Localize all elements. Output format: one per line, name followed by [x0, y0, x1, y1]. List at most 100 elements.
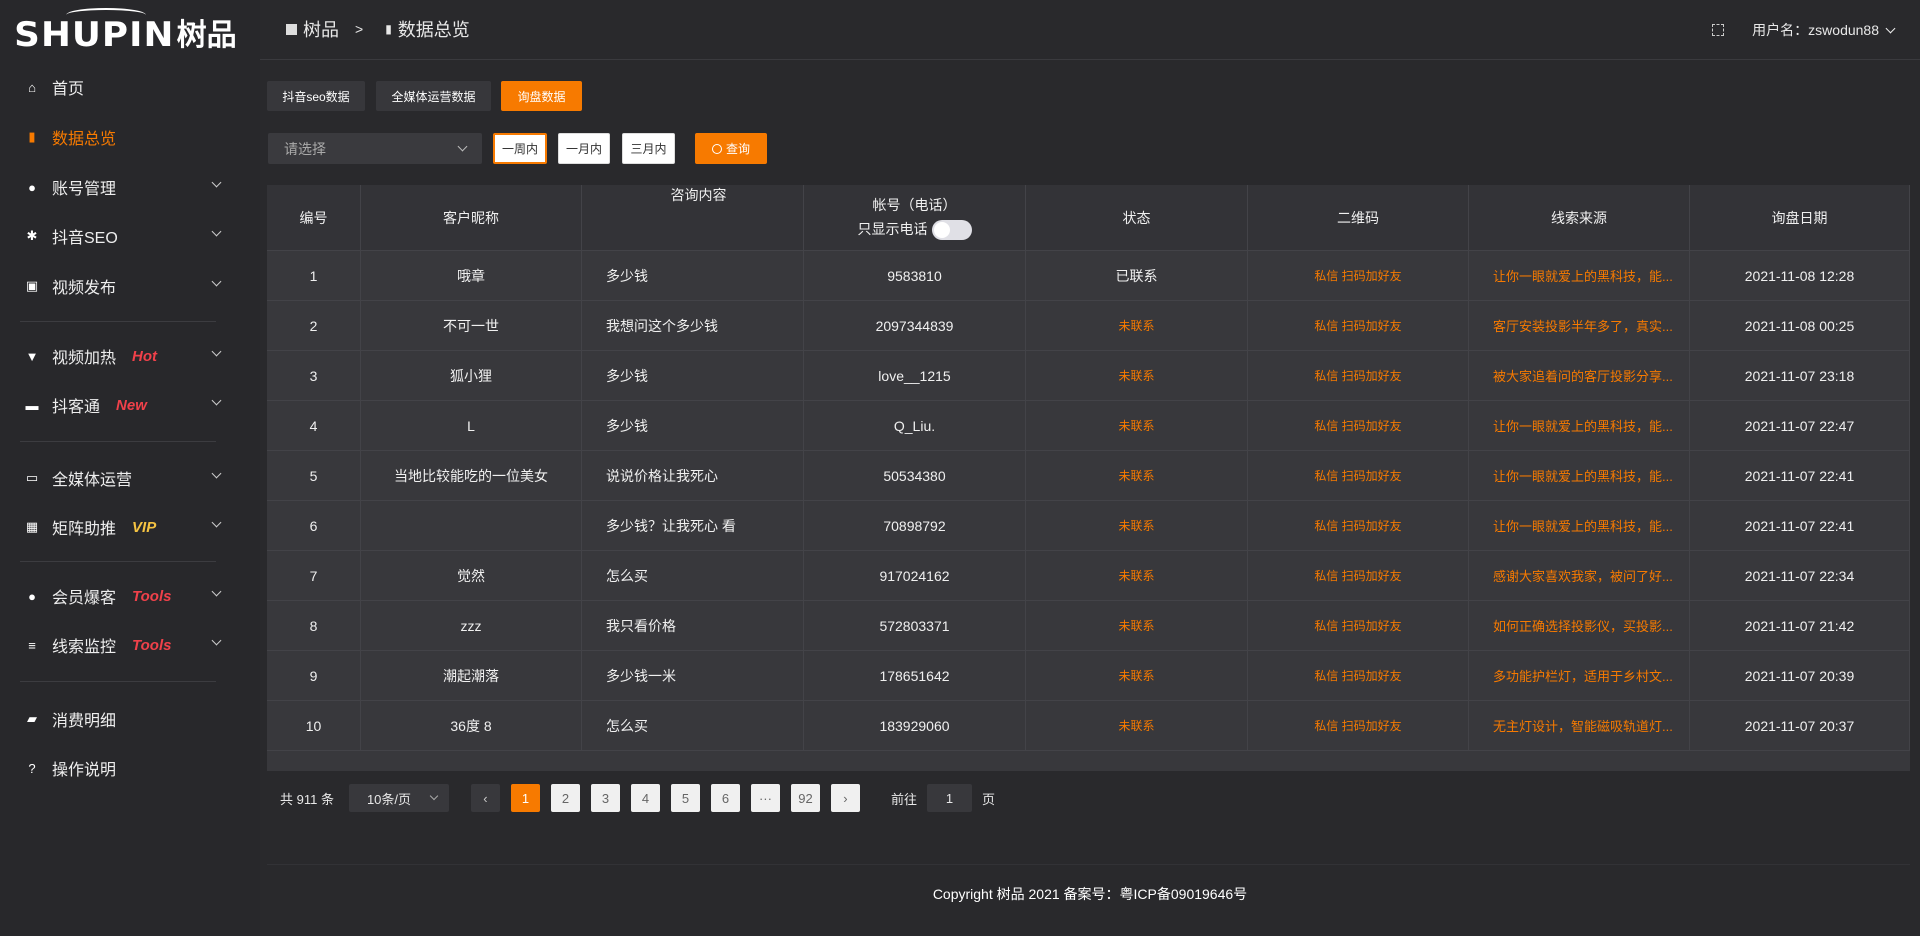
- user-menu[interactable]: 用户名：zswodun88: [1752, 22, 1879, 38]
- gear-icon: ✱: [26, 228, 38, 243]
- cell-lead-source[interactable]: 感谢大家喜欢我家，被问了好...: [1469, 551, 1690, 600]
- cell-lead-source[interactable]: 客厅安装投影半年多了，真实...: [1469, 301, 1690, 350]
- sidebar-badge: Tools: [132, 636, 172, 654]
- cell-qrcode-action[interactable]: 私信 扫码加好友: [1248, 401, 1469, 450]
- cell-qrcode-action[interactable]: 私信 扫码加好友: [1248, 601, 1469, 650]
- column-header-label: 状态: [1122, 209, 1151, 226]
- page-size-select[interactable]: 10条/页: [348, 784, 449, 812]
- user-icon: ●: [28, 179, 36, 195]
- bar-chart-icon: ▮: [28, 129, 36, 144]
- column-header-label: 线索来源: [1551, 209, 1607, 226]
- select-placeholder: 请选择: [284, 140, 326, 157]
- cell-qrcode-action[interactable]: 私信 扫码加好友: [1248, 551, 1469, 600]
- cell-qrcode-action[interactable]: 私信 扫码加好友: [1248, 251, 1469, 300]
- sidebar-item[interactable]: ≡ 线索监控 Tools: [0, 625, 240, 665]
- page-button[interactable]: 2: [550, 784, 580, 812]
- cell-status: 未联系: [1026, 501, 1248, 550]
- divider: [20, 681, 216, 682]
- cell-qrcode-action[interactable]: 私信 扫码加好友: [1248, 651, 1469, 700]
- page-button[interactable]: 1: [510, 784, 540, 812]
- page-button[interactable]: 5: [670, 784, 700, 812]
- cell-lead-source[interactable]: 被大家追着问的客厅投影分享...: [1469, 351, 1690, 400]
- home-icon: ⌂: [28, 79, 36, 95]
- sidebar-item-label: 矩阵助推: [52, 521, 117, 538]
- table-row: 5 当地比较能吃的一位美女 说说价格让我死心 50534380 未联系 私信 扫码加好友让…: [267, 451, 1910, 501]
- page-button[interactable]: 92: [790, 784, 820, 812]
- sidebar-item[interactable]: ▬ 抖客通 New: [0, 385, 240, 425]
- cell-date: 2021-11-07 21:42: [1690, 601, 1910, 650]
- cell-inquiry: 我想问这个多少钱: [582, 301, 804, 350]
- query-button[interactable]: 查询: [695, 133, 767, 164]
- cell-qrcode-action[interactable]: 私信 扫码加好友: [1248, 501, 1469, 550]
- brush-icon: ▼: [25, 348, 39, 364]
- cell-qrcode-action[interactable]: 私信 扫码加好友: [1248, 351, 1469, 400]
- page-button[interactable]: ···: [750, 784, 780, 812]
- sidebar-item[interactable]: ▼ 视频加热 Hot: [0, 336, 240, 376]
- cell-lead-source[interactable]: 多功能护栏灯，适用于乡村文...: [1469, 651, 1690, 700]
- sidebar-item[interactable]: ● 会员爆客 Tools: [0, 576, 240, 616]
- cell-lead-source[interactable]: 无主灯设计，智能磁吸轨道灯...: [1469, 701, 1690, 750]
- sidebar-item[interactable]: ● 账号管理: [0, 167, 240, 207]
- sidebar-item[interactable]: ▣ 视频发布: [0, 266, 240, 306]
- cell-qrcode-action[interactable]: 私信 扫码加好友: [1248, 701, 1469, 750]
- cell-lead-source[interactable]: 如何正确选择投影仪，买投影...: [1469, 601, 1690, 650]
- cell-nickname: 不可一世: [361, 301, 582, 350]
- range-week-button[interactable]: 一周内: [493, 133, 547, 164]
- cell-account: 183929060: [804, 701, 1026, 750]
- page-button[interactable]: 6: [710, 784, 740, 812]
- column-header: 线索来源: [1469, 185, 1690, 250]
- cell-nickname: 36度 8: [361, 701, 582, 750]
- chevron-down-icon: [429, 791, 439, 801]
- logo: SHUPIN 树品: [14, 8, 237, 52]
- cell-lead-source[interactable]: 让你一眼就爱上的黑科技，能...: [1469, 251, 1690, 300]
- chevron-down-icon[interactable]: [1885, 23, 1896, 33]
- chevron-down-icon: [211, 226, 222, 237]
- cell-id: 3: [267, 351, 361, 400]
- next-page-button[interactable]: ›: [830, 784, 860, 812]
- cell-inquiry: 多少钱: [582, 351, 804, 400]
- cell-qrcode-action[interactable]: 私信 扫码加好友: [1248, 301, 1469, 350]
- sidebar-item[interactable]: ? 操作说明: [0, 748, 240, 788]
- sidebar-badge: Tools: [132, 587, 172, 605]
- sidebar-item-label: 数据总览: [52, 131, 117, 148]
- fullscreen-icon[interactable]: [1712, 24, 1725, 36]
- divider: [20, 321, 216, 322]
- tab-inquiry-data[interactable]: 询盘数据: [501, 81, 582, 111]
- range-three-months-button[interactable]: 三月内: [622, 133, 675, 164]
- cell-lead-source[interactable]: 让你一眼就爱上的黑科技，能...: [1469, 451, 1690, 500]
- tab-douyin-seo-data[interactable]: 抖音seo数据: [267, 81, 365, 111]
- cell-lead-source[interactable]: 让你一眼就爱上的黑科技，能...: [1469, 401, 1690, 450]
- sidebar-item[interactable]: ✱ 抖音SEO: [0, 216, 240, 256]
- column-header-label: 询盘日期: [1771, 209, 1828, 226]
- page-button[interactable]: 3: [590, 784, 620, 812]
- cell-date: 2021-11-07 22:34: [1690, 551, 1910, 600]
- sidebar-item[interactable]: ⌂ 首页: [0, 67, 240, 107]
- prev-page-button[interactable]: ‹: [470, 784, 500, 812]
- table-row: 6 多少钱？让我死心 看 70898792 未联系 私信 扫码加好友 让你一眼就爱上的黑科…: [267, 501, 1910, 551]
- monitor-icon: ▭: [25, 470, 39, 485]
- phone-only-label: 只显示电话: [857, 220, 928, 237]
- sidebar: SHUPIN 树品 ⌂ 首页 ▮ 数据总览 ● 账号管理 ✱ 抖音SEO ▣ 视频发布 ▼ 视频加热 H…: [0, 0, 260, 936]
- tab-all-media-data[interactable]: 全媒体运营数据: [376, 81, 491, 111]
- cell-date: 2021-11-07 20:37: [1690, 701, 1910, 750]
- goto-page-input[interactable]: 1: [926, 784, 972, 812]
- cell-status: 未联系: [1026, 551, 1248, 600]
- divider: [20, 441, 216, 442]
- sidebar-item[interactable]: ▰ 消费明细: [0, 699, 240, 739]
- column-header: 询盘日期: [1690, 185, 1910, 250]
- page-button[interactable]: 4: [630, 784, 660, 812]
- cell-account: 9583810: [804, 251, 1026, 300]
- sidebar-item[interactable]: ▭ 全媒体运营: [0, 458, 240, 498]
- breadcrumb-home[interactable]: 树品: [303, 20, 339, 40]
- sidebar-item[interactable]: ▦ 矩阵助推 VIP: [0, 507, 240, 547]
- sidebar-item[interactable]: ▮ 数据总览: [0, 117, 240, 157]
- cell-lead-source[interactable]: 让你一眼就爱上的黑科技，能...: [1469, 501, 1690, 550]
- pagination: 共 911 条 10条/页 ‹ 1 2 3 4 5 6 ··· 92 › 前往 1 页: [280, 784, 995, 812]
- cell-date: 2021-11-07 22:47: [1690, 401, 1910, 450]
- column-header-label: 编号: [299, 209, 328, 226]
- filter-select[interactable]: 请选择: [268, 133, 482, 164]
- phone-only-toggle[interactable]: [931, 220, 972, 241]
- cell-qrcode-action[interactable]: 私信 扫码加好友: [1248, 451, 1469, 500]
- range-month-button[interactable]: 一月内: [558, 133, 610, 164]
- cell-inquiry: 怎么买: [582, 701, 804, 750]
